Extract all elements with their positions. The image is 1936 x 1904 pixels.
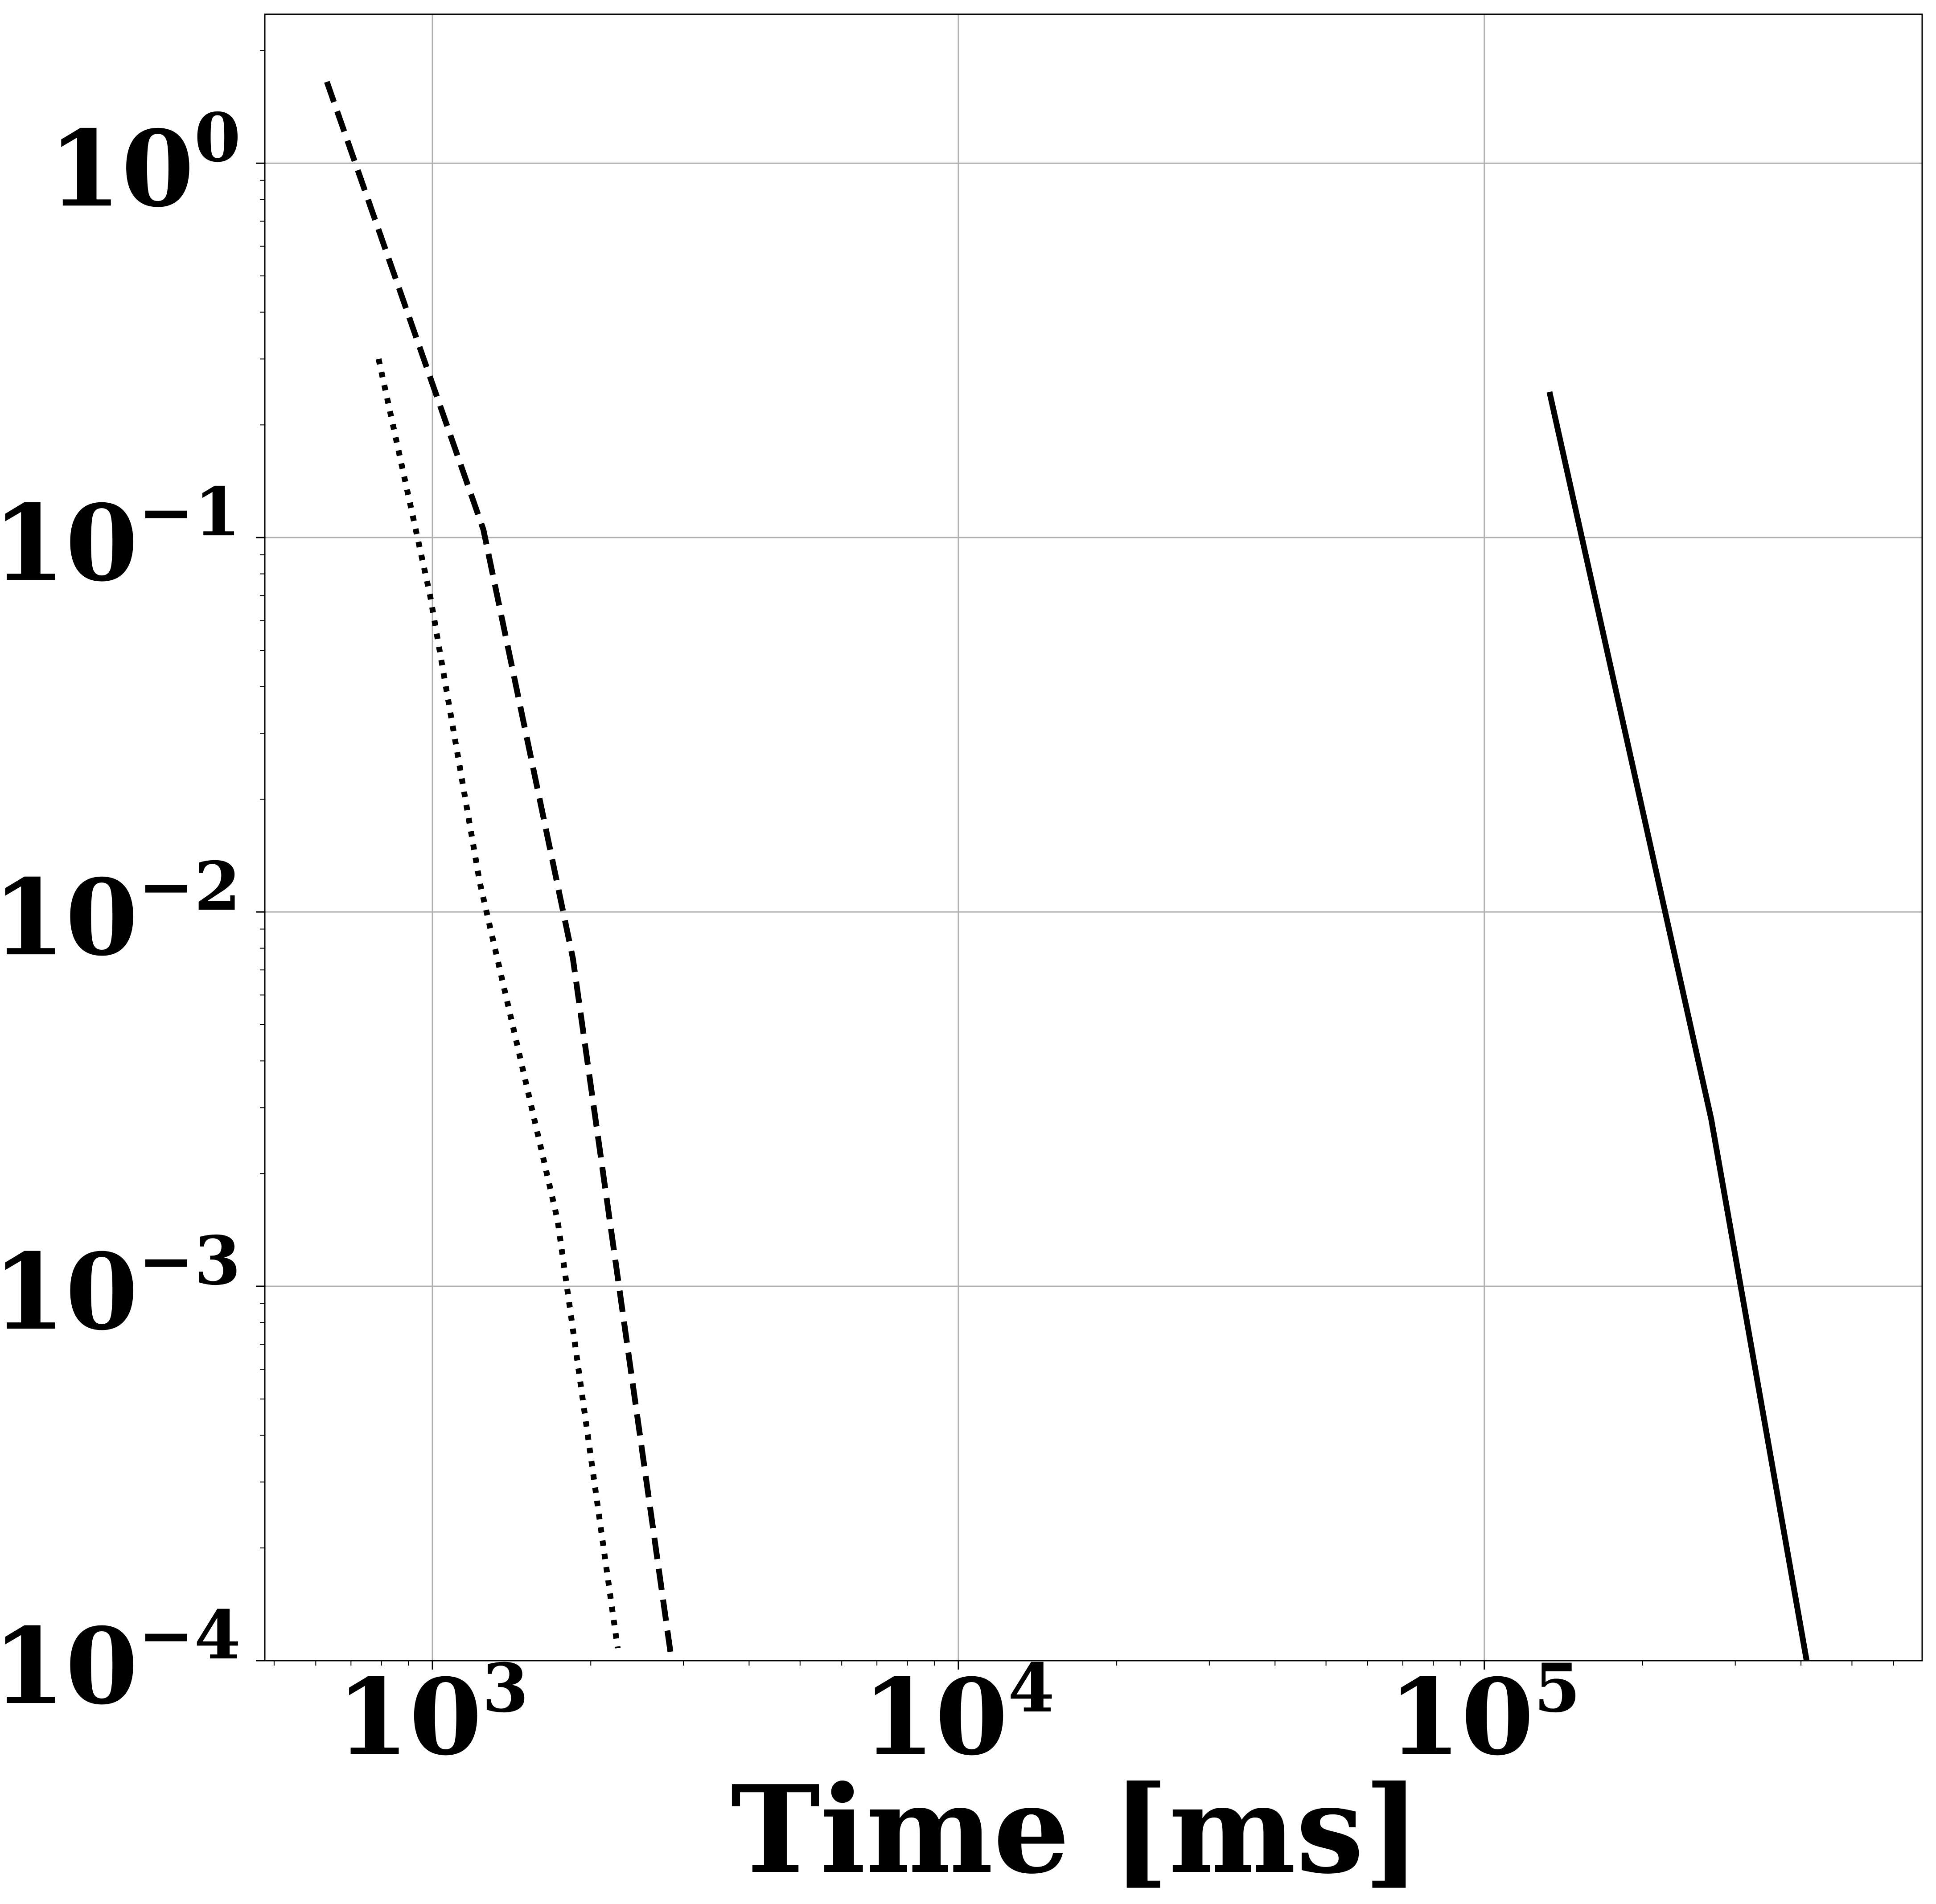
x-tick-labels: 103 104 105 bbox=[336, 1649, 1580, 1779]
x-tick-label: 103 bbox=[336, 1649, 528, 1779]
series-line-dashed bbox=[324, 81, 675, 1661]
data-series bbox=[324, 81, 1810, 1662]
x-tick-label: 105 bbox=[1388, 1649, 1580, 1779]
x-axis-title: Time [ms] bbox=[731, 1759, 1421, 1900]
series-line-dotted bbox=[375, 358, 621, 1649]
grid-lines bbox=[265, 14, 1922, 1662]
y-tick-label: 10−2 bbox=[0, 847, 241, 979]
y-tick-label: 100 bbox=[49, 98, 241, 230]
x-tick-label: 104 bbox=[862, 1649, 1054, 1779]
y-tick-labels: 100 10−1 10−2 10−3 10−4 bbox=[0, 98, 241, 1728]
y-tick-label: 10−4 bbox=[0, 1596, 241, 1728]
major-ticks bbox=[256, 162, 1485, 1670]
y-tick-label: 10−1 bbox=[0, 473, 241, 605]
y-tick-label: 10−3 bbox=[0, 1222, 241, 1354]
series-line-solid bbox=[1546, 391, 1810, 1662]
plot-area-frame bbox=[264, 13, 1923, 1662]
minor-ticks bbox=[260, 50, 1894, 1666]
